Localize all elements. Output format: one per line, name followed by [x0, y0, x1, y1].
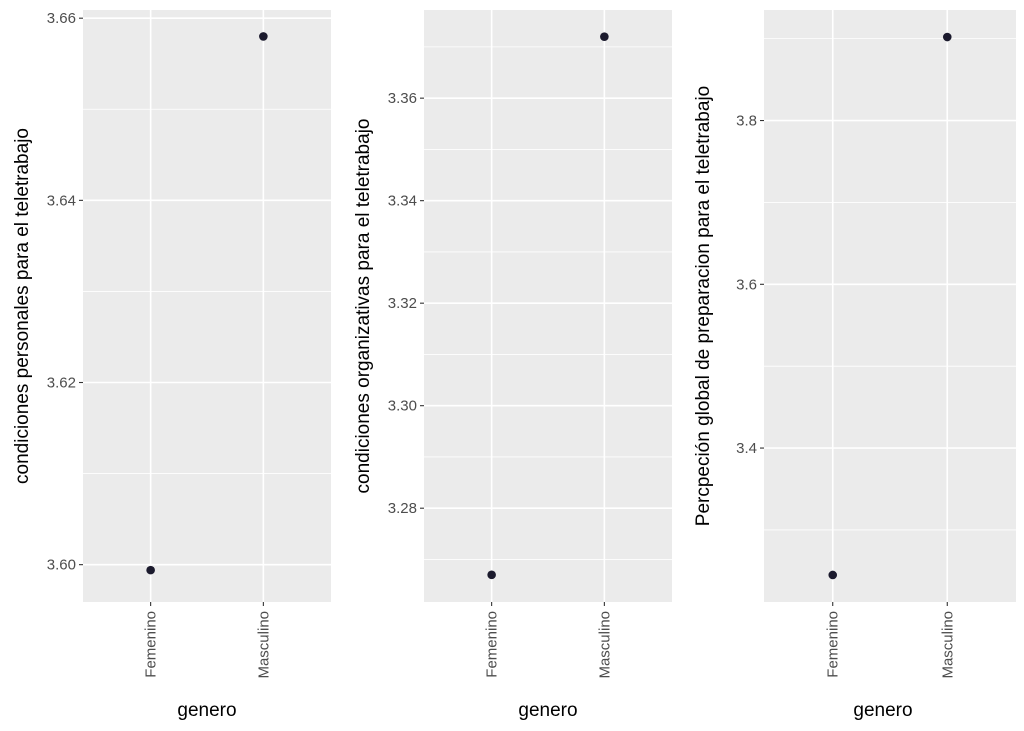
data-point	[600, 32, 609, 41]
y-tick-label: 3.60	[47, 557, 76, 574]
panel-2-background	[424, 10, 672, 602]
y-tick-label: 3.4	[736, 440, 757, 457]
panel-2-y-axis-title: condiciones organizativas para el teletr…	[353, 119, 374, 494]
panel-3-x-axis-title: genero	[853, 700, 912, 721]
y-tick-label: 3.32	[388, 295, 417, 312]
y-tick-label: 3.62	[47, 375, 76, 392]
y-tick-label: 3.34	[388, 193, 417, 210]
panel-1-y-ticks: 3.60 3.62 3.64 3.66	[47, 10, 83, 574]
y-tick-label: 3.64	[47, 192, 76, 209]
x-tick-label: Femenino	[484, 611, 501, 678]
panel-2: 3.28 3.30 3.32 3.34 3.36 Femenino Masculino g…	[353, 10, 672, 721]
panel-3-y-ticks: 3.4 3.6 3.8	[736, 113, 764, 457]
x-tick-label: Masculino	[255, 611, 272, 679]
panel-1-grid	[83, 10, 331, 602]
data-point	[942, 32, 952, 42]
panel-3-x-ticks: Femenino Masculino	[825, 602, 956, 679]
data-point	[146, 565, 155, 575]
y-tick-label: 3.8	[736, 113, 757, 130]
panel-3-points	[828, 32, 952, 580]
x-tick-label: Masculino	[939, 611, 956, 679]
panel-1-x-ticks: Femenino Masculino	[143, 602, 272, 679]
panel-1-points	[146, 32, 268, 575]
panel-3-y-axis-title: Percpeción global de preparacion para el…	[693, 86, 714, 526]
panel-3: 3.4 3.6 3.8 Femenino Masculino genero Percp…	[693, 10, 1016, 721]
y-tick-label: 3.66	[47, 10, 76, 27]
panel-3-grid	[764, 10, 1016, 602]
panel-2-grid	[424, 10, 672, 602]
panel-2-y-ticks: 3.28 3.30 3.32 3.34 3.36	[388, 90, 424, 517]
panel-2-points	[487, 32, 609, 580]
y-tick-label: 3.6	[736, 276, 757, 293]
panel-2-x-ticks: Femenino Masculino	[484, 602, 613, 679]
data-point	[828, 570, 838, 580]
panel-3-background	[764, 10, 1016, 602]
panel-1: 3.60 3.62 3.64 3.66 Femenino Masculino gener…	[12, 10, 331, 721]
y-tick-label: 3.36	[388, 90, 417, 107]
y-tick-label: 3.28	[388, 500, 417, 517]
x-tick-label: Femenino	[825, 611, 842, 678]
x-tick-label: Masculino	[596, 611, 613, 679]
panel-2-x-axis-title: genero	[518, 700, 577, 721]
y-tick-label: 3.30	[388, 398, 417, 415]
panel-1-background	[83, 10, 331, 602]
data-point	[259, 32, 268, 41]
x-tick-label: Femenino	[143, 611, 160, 678]
data-point	[487, 570, 496, 580]
panel-1-x-axis-title: genero	[177, 700, 236, 721]
panel-1-y-axis-title: condiciones personales para el teletraba…	[12, 128, 33, 484]
